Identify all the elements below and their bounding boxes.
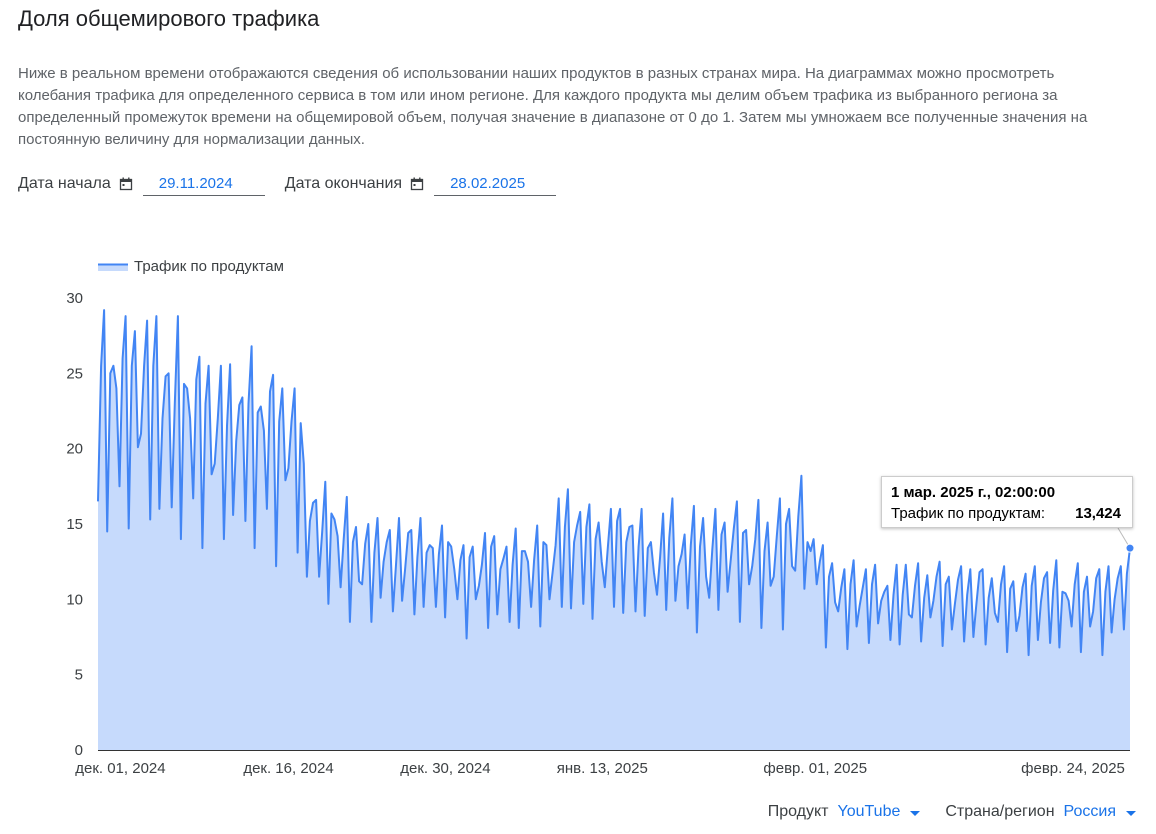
legend-label: Трафик по продуктам <box>134 258 284 275</box>
bottom-selectors: Продукт YouTube Страна/регион Россия <box>768 803 1136 821</box>
chart-tooltip: 1 мар. 2025 г., 02:00:00 Трафик по проду… <box>881 476 1133 528</box>
y-tick-label: 30 <box>66 290 83 307</box>
end-date-group: Дата окончания <box>284 172 557 196</box>
region-select[interactable]: Россия <box>1063 803 1116 820</box>
start-date-group: Дата начала <box>18 172 265 196</box>
series-line <box>97 309 1131 657</box>
hovered-point <box>1125 543 1135 553</box>
y-tick-label: 20 <box>66 441 83 458</box>
page-title: Доля общемирового трафика <box>18 6 320 31</box>
y-tick-label: 5 <box>75 667 83 684</box>
calendar-icon[interactable] <box>410 177 424 191</box>
end-date-input[interactable] <box>434 172 557 196</box>
start-date-label: Дата начала <box>18 175 111 192</box>
x-tick-label: дек. 01, 2024 <box>75 760 165 777</box>
tooltip-label: Трафик по продуктам: <box>891 505 1046 522</box>
dropdown-arrow-icon[interactable] <box>1126 810 1136 816</box>
end-date-label: Дата окончания <box>284 175 403 192</box>
y-tick-label: 0 <box>75 742 83 759</box>
region-label: Страна/регион <box>945 803 1055 820</box>
product-label: Продукт <box>767 803 829 820</box>
x-tick-label: янв. 13, 2025 <box>557 760 648 777</box>
date-range-filter: Дата начала Дата окончания <box>18 172 557 198</box>
x-tick-label: февр. 24, 2025 <box>1021 760 1125 777</box>
tooltip-date: 1 мар. 2025 г., 02:00:00 <box>891 484 1056 501</box>
x-tick-label: дек. 30, 2024 <box>400 760 490 777</box>
product-select[interactable]: YouTube <box>837 803 901 820</box>
start-date-input[interactable] <box>142 172 265 196</box>
legend-swatch <box>98 264 128 271</box>
traffic-chart: 0 5 10 15 20 25 30 дек. 01, 2024 дек. 16, 2024 де… <box>66 258 1135 777</box>
series-area <box>98 310 1130 750</box>
y-tick-label: 15 <box>66 516 83 533</box>
y-tick-label: 25 <box>66 365 83 382</box>
tooltip-row: Трафик по продуктам: 13,424 <box>891 504 1123 524</box>
page-description: Ниже в реальном времени отображаются све… <box>18 65 1088 148</box>
tooltip-value: 13,424 <box>1075 505 1121 522</box>
x-tick-label: февр. 01, 2025 <box>763 760 867 777</box>
x-tick-label: дек. 16, 2024 <box>243 760 333 777</box>
dropdown-arrow-icon[interactable] <box>910 810 921 816</box>
y-tick-label: 10 <box>66 591 83 608</box>
calendar-icon[interactable] <box>119 177 133 191</box>
